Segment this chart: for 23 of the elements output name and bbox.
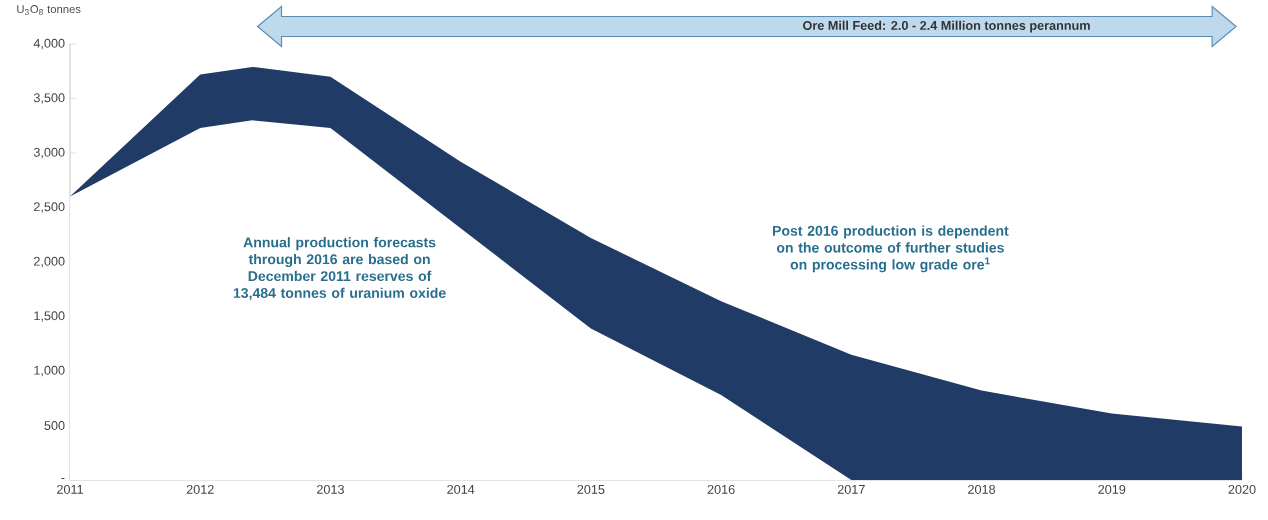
y-tick-label: 4,000 — [33, 38, 65, 50]
x-tick-label: 2012 — [186, 484, 214, 494]
y-tick-label: 1,000 — [34, 365, 65, 377]
y-tick-label: 2,000 — [34, 256, 65, 268]
y-tick-label: 3,500 — [33, 93, 65, 104]
x-tick-label: 2015 — [577, 484, 605, 494]
annotation: Post 2016 production is dependent on the outcome of further studies on processing low grade ore$^{1}$ — [773, 225, 1009, 273]
y-tick-label: 500 — [44, 421, 65, 430]
y-axis-title: U$_{3}$O$_{8}$ tonnes — [17, 5, 81, 16]
x-tick-label: 2019 — [1098, 484, 1126, 494]
x-tick-label: 2017 — [837, 484, 865, 494]
x-tick-label: 2011 — [57, 484, 83, 494]
y-tick-label: - — [61, 478, 65, 480]
x-tick-label: 2020 — [1228, 484, 1256, 494]
x-tick-label: 2014 — [447, 484, 475, 494]
y-tick-label: 2,500 — [34, 202, 65, 213]
x-tick-label: 2013 — [317, 484, 344, 494]
x-tick-label: 2016 — [707, 484, 735, 494]
text: Ore Mill Feed: 2.0 - 2.4 Million tonnes perannum — [803, 20, 1090, 33]
y-tick-label: 1,500 — [34, 311, 65, 322]
annotation: Annual production forecasts through 2016 are based on December 2011 reserves of 13,484 tonnes of uranium oxide — [233, 237, 446, 301]
y-tick-label: 3,000 — [33, 147, 65, 159]
x-tick-label: 2018 — [968, 484, 996, 494]
